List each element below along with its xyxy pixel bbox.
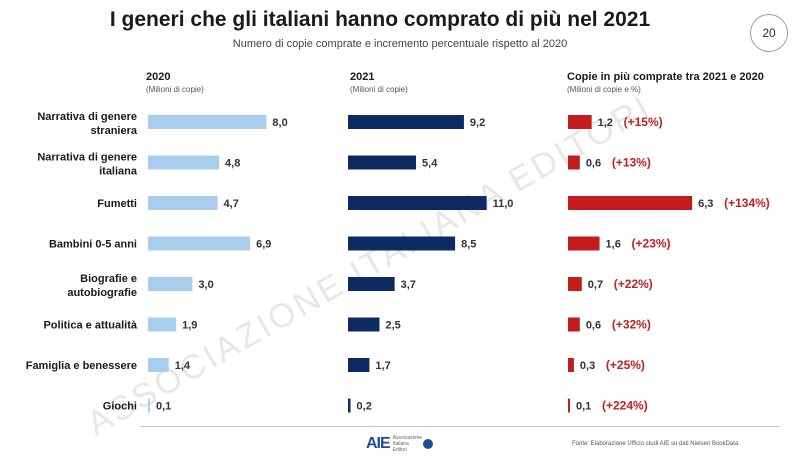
- value-label-difference: 0,7: [588, 279, 603, 291]
- column-title-2021: 2021: [350, 71, 374, 83]
- chart-title: I generi che gli italiani hanno comprato…: [109, 8, 651, 31]
- percent-label: (+22%): [614, 277, 653, 291]
- value-label-difference: 0,6: [586, 320, 601, 332]
- bar-2020: [148, 398, 150, 413]
- column-title-2020: 2020: [146, 71, 170, 83]
- category-label: Famiglia e benessere: [26, 360, 137, 372]
- value-label-difference: 1,2: [598, 117, 613, 129]
- value-label-2021: 3,7: [401, 279, 416, 291]
- bar-difference: [568, 317, 580, 332]
- category-label: Bambini 0-5 anni: [49, 239, 137, 251]
- value-label-2020: 8,0: [272, 117, 287, 129]
- value-label-difference: 0,6: [586, 158, 601, 170]
- bar-difference: [568, 236, 600, 251]
- bar-2021: [348, 155, 417, 170]
- source-note: Fonte: Elaborazione Ufficio studi AIE su…: [572, 441, 739, 447]
- column-title-difference: Copie in più comprate tra 2021 e 2020: [567, 71, 764, 83]
- bar-2020: [148, 155, 220, 170]
- logo-globe-icon: [422, 439, 433, 449]
- column-subtitle-2020: (Milioni di copie): [146, 85, 204, 94]
- bar-2020: [148, 196, 218, 210]
- footer-divider: [140, 426, 780, 427]
- percent-label: (+32%): [612, 318, 651, 332]
- bar-2020: [148, 358, 169, 372]
- percent-label: (+25%): [606, 358, 645, 372]
- value-label-2021: 9,2: [470, 117, 485, 129]
- category-labels: Narrativa di genere straniera Narrativa di…: [26, 111, 138, 413]
- value-label-difference: 0,1: [576, 401, 591, 413]
- category-label: Fumetti: [97, 198, 137, 210]
- bar-difference: [568, 155, 580, 170]
- bar-2020: [148, 115, 267, 129]
- value-label-2020: 1,9: [182, 320, 197, 332]
- bar-2021: [348, 196, 487, 210]
- bar-2020: [148, 317, 177, 332]
- bar-difference: [568, 277, 582, 291]
- bars-2021: 9,2 5,4 11,0 8,5 3,7 2,5 1,7 0,2: [348, 115, 513, 413]
- chart-subtitle: Numero di copie comprate e incremento pe…: [232, 38, 568, 50]
- category-label: Biografie e autobiografie: [67, 273, 137, 299]
- bar-2021: [348, 277, 395, 291]
- value-label-2020: 4,7: [224, 198, 239, 210]
- logo-mark: AIE: [366, 435, 391, 452]
- value-label-2021: 8,5: [461, 239, 476, 251]
- bars-2020: 8,0 4,8 4,7 6,9 3,0 1,9 1,4 0,1: [148, 115, 288, 413]
- column-subtitle-difference: (Milioni di copie e %): [567, 85, 641, 94]
- bar-2021: [348, 358, 370, 372]
- bar-2021: [348, 317, 380, 332]
- bar-difference: [568, 115, 592, 129]
- value-label-2020: 4,8: [225, 158, 240, 170]
- column-subtitle-2021: (Milioni di copie): [350, 85, 408, 94]
- percent-label: (+134%): [724, 196, 770, 210]
- value-label-difference: 0,3: [580, 360, 595, 372]
- category-label: Narrativa di genere italiana: [37, 152, 138, 178]
- percent-label: (+224%): [602, 399, 648, 413]
- value-label-2021: 5,4: [422, 158, 438, 170]
- category-label: Narrativa di genere straniera: [37, 111, 138, 137]
- bar-difference: [568, 398, 570, 413]
- category-label: Politica e attualità: [43, 320, 137, 332]
- bar-2021: [348, 115, 464, 129]
- value-label-2020: 3,0: [198, 279, 213, 291]
- value-label-2020: 1,4: [175, 360, 191, 372]
- value-label-2021: 2,5: [386, 320, 401, 332]
- bar-2021: [348, 236, 456, 251]
- percent-label: (+13%): [612, 156, 651, 170]
- watermark: ASSOCIAZIONE ITALIANA EDITORI: [81, 88, 659, 443]
- value-label-2020: 0,1: [156, 401, 171, 413]
- bar-difference: [568, 196, 693, 210]
- bar-difference: [568, 358, 574, 372]
- bar-2021: [348, 398, 351, 413]
- bar-2020: [148, 277, 193, 291]
- value-label-difference: 1,6: [606, 239, 621, 251]
- percent-label: (+23%): [632, 237, 671, 251]
- aie-logo: AIE Associazione Italiana Editori: [366, 434, 433, 454]
- value-label-2021: 1,7: [375, 360, 390, 372]
- bars-difference: 1,2 (+15%) 0,6 (+13%) 6,3 (+134%) 1,6 (+23%) 0,7…: [568, 115, 770, 413]
- value-label-difference: 6,3: [698, 198, 713, 210]
- bar-2020: [148, 236, 251, 251]
- percent-label: (+15%): [624, 115, 663, 129]
- logo-subtext: Associazione Italiana Editori: [392, 435, 423, 453]
- value-label-2021: 0,2: [357, 401, 372, 413]
- category-label: Giochi: [103, 401, 137, 413]
- value-label-2021: 11,0: [493, 198, 514, 210]
- value-label-2020: 6,9: [256, 239, 271, 251]
- page-number-badge: 20: [750, 14, 788, 52]
